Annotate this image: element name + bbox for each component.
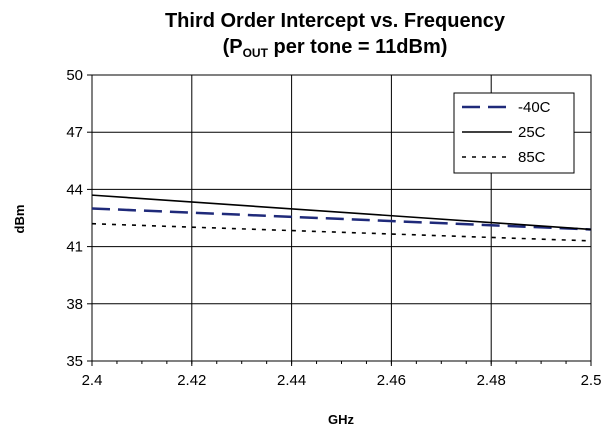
x-tick-label: 2.5 bbox=[581, 372, 602, 389]
legend-box bbox=[454, 93, 574, 173]
y-tick-label: 35 bbox=[66, 353, 83, 370]
chart-subtitle-prefix: (P bbox=[223, 36, 243, 58]
y-tick-label: 50 bbox=[66, 67, 83, 84]
x-tick-label: 2.4 bbox=[82, 372, 103, 389]
chart-subtitle-subscript: OUT bbox=[243, 46, 269, 60]
legend: -40C 25C 85C bbox=[454, 93, 574, 173]
y-tick-label: 47 bbox=[66, 124, 83, 141]
x-tick-label: 2.46 bbox=[377, 372, 406, 389]
y-tick-label: 41 bbox=[66, 239, 83, 256]
x-axis-label: GHz bbox=[328, 412, 355, 427]
x-tick-label: 2.48 bbox=[477, 372, 506, 389]
legend-label: 85C bbox=[518, 149, 546, 166]
x-tick-label: 2.42 bbox=[177, 372, 206, 389]
x-tick-label: 2.44 bbox=[277, 372, 306, 389]
y-tick-label: 38 bbox=[66, 296, 83, 313]
chart-title: Third Order Intercept vs. Frequency bbox=[165, 10, 506, 32]
y-tick-label: 44 bbox=[66, 181, 83, 198]
chart-subtitle-suffix: per tone = 11dBm) bbox=[268, 36, 448, 58]
legend-label: 25C bbox=[518, 124, 546, 141]
legend-label: -40C bbox=[518, 99, 551, 116]
chart-subtitle: (POUT per tone = 11dBm) bbox=[223, 36, 448, 60]
y-axis-label: dBm bbox=[12, 205, 27, 234]
